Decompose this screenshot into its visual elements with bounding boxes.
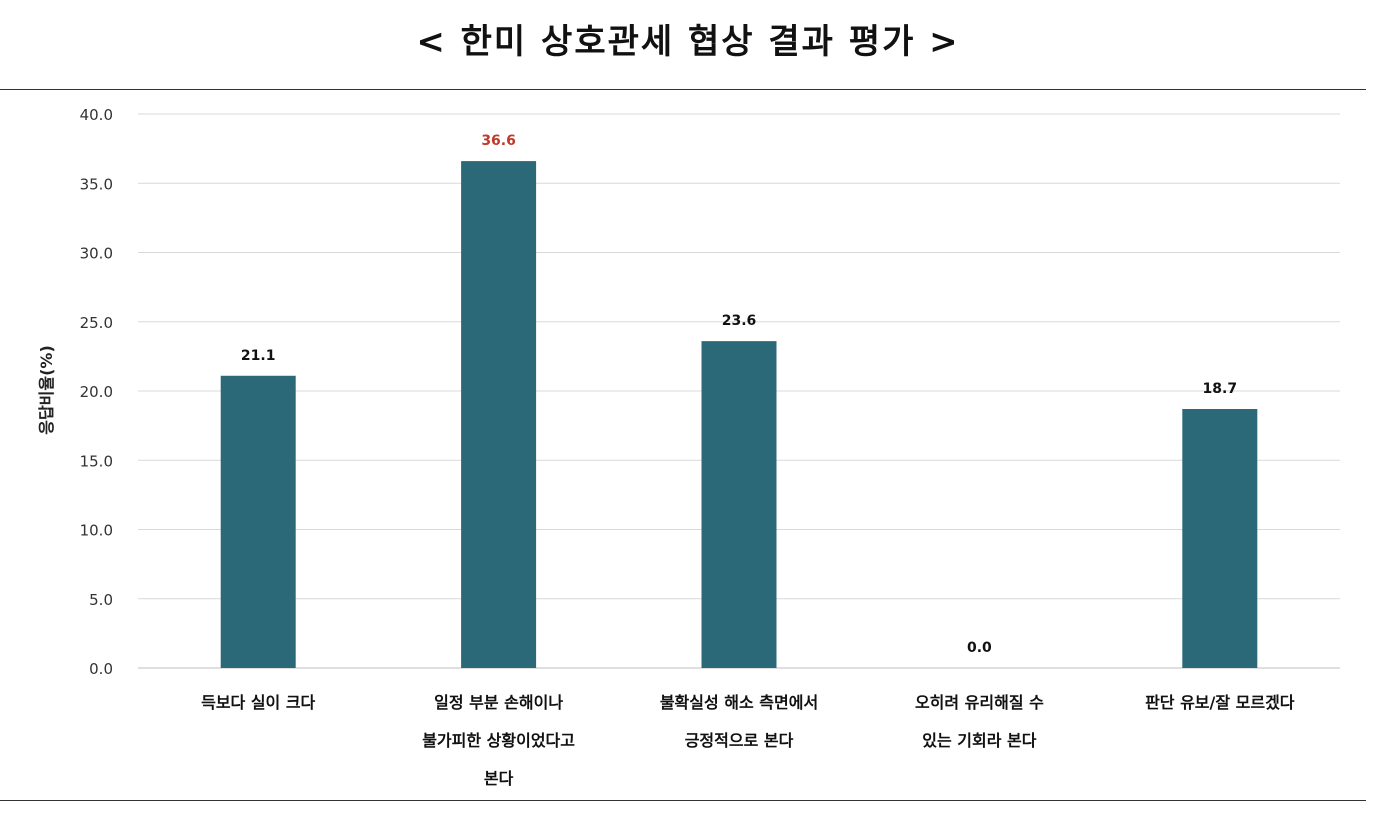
y-tick-label: 25.0 bbox=[80, 314, 113, 332]
category-label: 불확실성 해소 측면에서 bbox=[660, 693, 818, 712]
category-label: 일정 부분 손해이나 bbox=[434, 693, 563, 712]
bar bbox=[701, 341, 777, 668]
y-tick-label: 20.0 bbox=[80, 383, 113, 401]
category-label: 불가피한 상황이었다고 bbox=[422, 731, 575, 750]
category-label: 있는 기회라 본다 bbox=[922, 731, 1036, 750]
category-label: 판단 유보/잘 모르겠다 bbox=[1145, 693, 1295, 712]
data-label: 0.0 bbox=[967, 640, 992, 656]
data-labels: 21.1 36.6 23.6 0.0 18.7 bbox=[241, 133, 1237, 656]
bottom-divider bbox=[0, 800, 1366, 801]
category-label: 오히려 유리해질 수 bbox=[915, 693, 1044, 712]
bar bbox=[1182, 409, 1258, 668]
data-label: 36.6 bbox=[481, 133, 516, 149]
category-label: 긍정적으로 본다 bbox=[685, 731, 794, 750]
y-axis-title: 응답비율(%) bbox=[37, 345, 56, 435]
bar bbox=[220, 375, 296, 668]
y-tick-label: 15.0 bbox=[80, 452, 113, 470]
data-label: 18.7 bbox=[1203, 381, 1238, 397]
bars bbox=[220, 161, 1258, 668]
y-tick-label: 35.0 bbox=[80, 175, 113, 193]
y-axis-ticks: 0.0 5.0 10.0 15.0 20.0 25.0 30.0 35.0 40.0 bbox=[80, 106, 113, 678]
top-divider bbox=[0, 89, 1366, 90]
data-label: 23.6 bbox=[722, 313, 757, 329]
bar bbox=[461, 161, 537, 668]
category-label: 득보다 실이 크다 bbox=[201, 693, 315, 712]
data-label: 21.1 bbox=[241, 348, 276, 364]
page-title: < 한미 상호관세 협상 결과 평가 > bbox=[416, 22, 960, 62]
category-label: 본다 bbox=[484, 769, 514, 788]
y-tick-label: 30.0 bbox=[80, 245, 113, 263]
y-tick-label: 5.0 bbox=[89, 591, 113, 609]
y-tick-label: 10.0 bbox=[80, 522, 113, 540]
y-tick-label: 0.0 bbox=[89, 660, 113, 678]
y-tick-label: 40.0 bbox=[80, 106, 113, 124]
